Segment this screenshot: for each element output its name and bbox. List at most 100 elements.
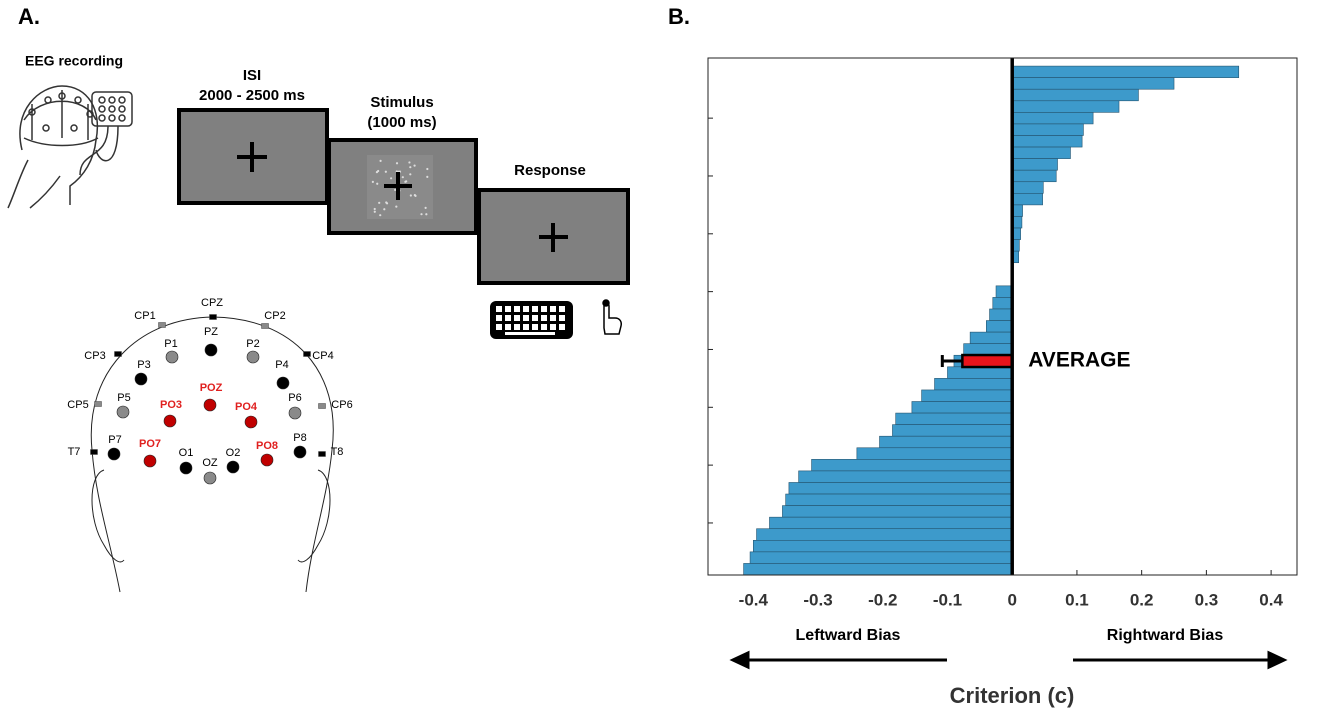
- x-tick-label: 0.2: [1130, 590, 1154, 609]
- electrode-marker: [304, 352, 311, 357]
- electrode-marker: [95, 402, 102, 407]
- key: [496, 315, 502, 321]
- keyboard-icon: [490, 301, 573, 339]
- electrode-marker: [91, 450, 98, 455]
- electrode: [135, 373, 147, 385]
- bar: [1012, 89, 1138, 101]
- electrode-marker: [319, 404, 326, 409]
- bar: [970, 332, 1012, 344]
- plot: -0.4-0.3-0.2-0.100.10.20.30.4AVERAGE: [708, 58, 1283, 609]
- electrode-label: T7: [68, 446, 81, 458]
- key: [496, 324, 502, 330]
- annotation: Rightward Bias: [1107, 627, 1224, 644]
- electrode-label: CP2: [264, 310, 285, 322]
- electrode: [261, 454, 273, 466]
- eeg-label: EEG recording: [25, 53, 123, 69]
- bar: [1012, 170, 1056, 182]
- bar: [789, 482, 1012, 494]
- bar: [782, 506, 1012, 518]
- electrode-label: P1: [164, 338, 177, 350]
- bar: [1012, 78, 1174, 90]
- dot: [385, 171, 387, 173]
- bar: [753, 540, 1012, 552]
- bias-arrows: [733, 653, 1284, 667]
- electrode-label: PO3: [160, 399, 182, 411]
- bar: [912, 402, 1012, 414]
- dot: [402, 176, 404, 178]
- average-label: AVERAGE: [1028, 349, 1130, 372]
- key: [532, 324, 538, 330]
- electrode-marker: [319, 452, 326, 457]
- electrode: [204, 472, 216, 484]
- electrode: [180, 462, 192, 474]
- bar: [1012, 66, 1239, 78]
- electrode-label: P6: [288, 392, 301, 404]
- electrode: [166, 351, 178, 363]
- key: [505, 306, 511, 312]
- bar: [1012, 159, 1057, 171]
- key: [505, 324, 511, 330]
- bar: [996, 286, 1012, 298]
- key: [523, 315, 529, 321]
- annotation: Leftward Bias: [796, 627, 901, 644]
- key: [514, 324, 520, 330]
- x-tick-label: -0.3: [803, 590, 832, 609]
- key: [559, 315, 565, 321]
- response-title: Response: [514, 162, 586, 179]
- x-tick-label: 0.3: [1195, 590, 1219, 609]
- electrode-label: P2: [246, 338, 259, 350]
- dot: [376, 183, 378, 185]
- bar: [892, 425, 1012, 437]
- bar: [947, 367, 1012, 379]
- electrode-label: CPZ: [201, 297, 223, 309]
- bar: [1012, 135, 1082, 147]
- electrode-label: PO8: [256, 440, 278, 452]
- space-key: [505, 332, 555, 335]
- bar: [757, 529, 1013, 541]
- electrode: [277, 377, 289, 389]
- electrode: [108, 448, 120, 460]
- bar: [1012, 124, 1083, 136]
- dot: [414, 194, 416, 196]
- dot: [390, 177, 392, 179]
- electrode: [227, 461, 239, 473]
- electrode: [117, 406, 129, 418]
- electrode-marker: [159, 323, 166, 328]
- dot: [394, 189, 396, 191]
- bar: [812, 459, 1013, 471]
- key: [559, 306, 565, 312]
- bar: [880, 436, 1013, 448]
- bar: [1012, 147, 1070, 159]
- key: [541, 306, 547, 312]
- x-tick-label: 0.1: [1065, 590, 1089, 609]
- x-axis-title: Criterion (c): [950, 683, 1075, 708]
- dot: [378, 202, 380, 204]
- bar: [1012, 193, 1042, 205]
- key: [514, 306, 520, 312]
- electrode-label: P3: [137, 359, 150, 371]
- panel-label: B.: [668, 4, 690, 29]
- electrode-marker: [262, 324, 269, 329]
- key: [514, 315, 520, 321]
- bar: [769, 517, 1012, 529]
- stimulus-duration: (1000 ms): [367, 114, 436, 131]
- dot: [374, 208, 376, 210]
- bar: [1012, 182, 1043, 194]
- electrode: [204, 399, 216, 411]
- dot: [426, 176, 428, 178]
- x-tick-label: -0.2: [868, 590, 897, 609]
- bar: [993, 297, 1012, 309]
- dot: [426, 168, 428, 170]
- electrode-map: CP1CPZCP2CP3CP4CP5CP6T7T8PZP1P2P3P4POZPO…: [67, 297, 352, 484]
- bar: [1012, 112, 1093, 124]
- x-tick-label: 0: [1007, 590, 1016, 609]
- electrode-label: CP3: [84, 350, 105, 362]
- bar: [896, 413, 1013, 425]
- dot: [374, 211, 376, 213]
- dot: [413, 165, 415, 167]
- electrode-marker: [115, 352, 122, 357]
- electrode-label: PZ: [204, 326, 218, 338]
- electrode-label: P8: [293, 432, 306, 444]
- electrode: [294, 446, 306, 458]
